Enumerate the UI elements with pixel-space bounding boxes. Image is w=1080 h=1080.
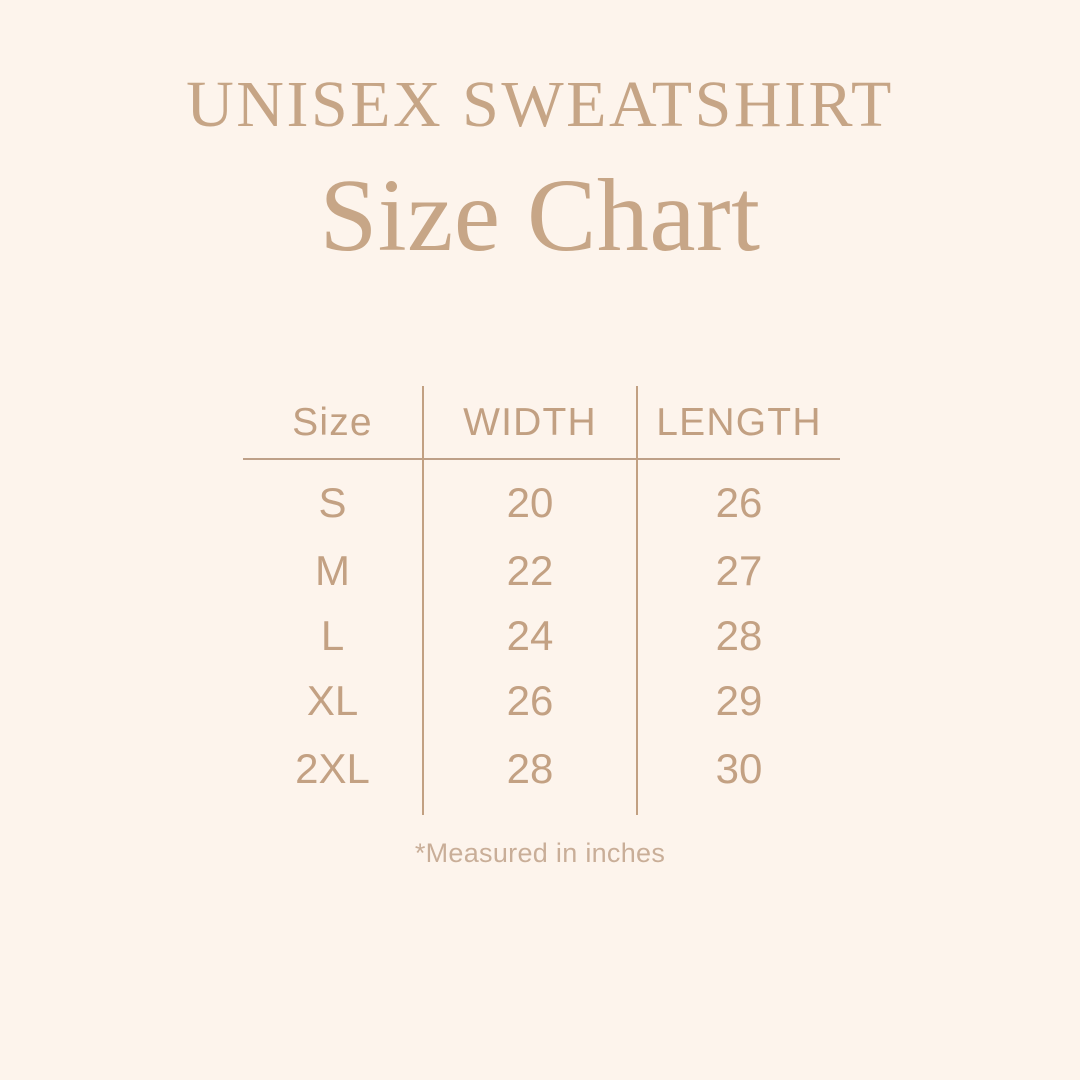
table-row: M 22 27 xyxy=(243,538,840,603)
size-table-head: Size WIDTH LENGTH xyxy=(243,386,840,459)
heading-block: UNISEX SWEATSHIRT Size Chart xyxy=(0,72,1080,268)
cell-size: XL xyxy=(306,676,359,724)
table-row: 2XL 28 30 xyxy=(243,733,840,815)
table-row: S 20 26 xyxy=(243,459,840,538)
cell-length: 26 xyxy=(636,459,840,538)
cell-size: 2XL xyxy=(295,745,370,792)
cell-width: 20 xyxy=(422,459,637,538)
size-table: Size WIDTH LENGTH S 20 26 M 22 27 L xyxy=(243,386,840,815)
cell-width: 26 xyxy=(422,668,637,733)
cell-size: M xyxy=(315,546,350,594)
cell-size: S xyxy=(318,479,347,526)
cell-length: 28 xyxy=(636,603,840,668)
measurement-footnote: *Measured in inches xyxy=(414,838,666,868)
cell-size: L xyxy=(320,611,345,659)
column-header-size: Size xyxy=(292,400,373,444)
cell-length: 29 xyxy=(636,668,840,733)
cell-width: 22 xyxy=(422,538,637,603)
size-table-container: Size WIDTH LENGTH S 20 26 M 22 27 L xyxy=(243,386,840,815)
cell-width: 28 xyxy=(422,733,637,815)
table-row: XL 26 29 xyxy=(243,668,840,733)
page-title: UNISEX SWEATSHIRT xyxy=(186,68,894,141)
size-table-body: S 20 26 M 22 27 L 24 28 XL 26 29 xyxy=(243,459,840,815)
table-header-row: Size WIDTH LENGTH xyxy=(243,386,840,459)
cell-width: 24 xyxy=(422,603,637,668)
cell-length: 30 xyxy=(636,733,840,815)
table-row: L 24 28 xyxy=(243,603,840,668)
column-header-length: LENGTH xyxy=(636,386,840,459)
page-subtitle: Size Chart xyxy=(319,158,761,273)
column-header-width: WIDTH xyxy=(422,386,637,459)
cell-length: 27 xyxy=(636,538,840,603)
